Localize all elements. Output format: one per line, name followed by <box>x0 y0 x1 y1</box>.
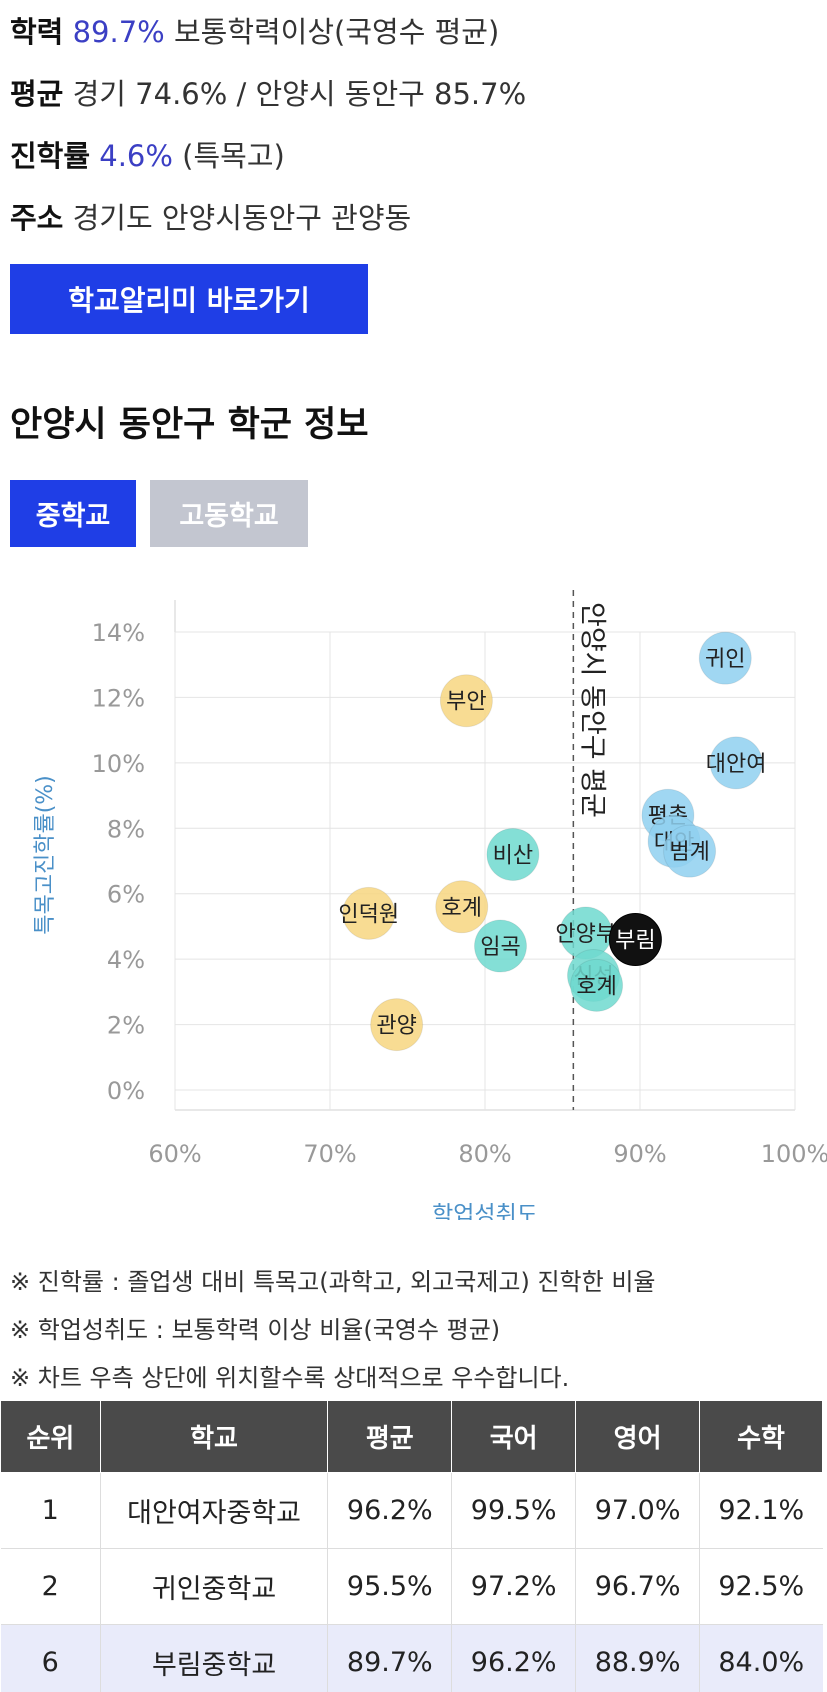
data-point <box>698 631 752 685</box>
address-label: 주소 <box>10 201 64 235</box>
academic-value: 89.7% <box>72 15 165 49</box>
cell-average: 89.7% <box>327 1624 453 1692</box>
x-tick-label: 70% <box>303 1140 356 1168</box>
y-tick-label: 8% <box>107 815 145 843</box>
academic-desc: 보통학력이상(국영수 평균) <box>173 15 500 49</box>
data-point <box>435 880 489 934</box>
cell-school: 귀인중학교 <box>100 1548 329 1625</box>
data-point-label: 비산 <box>493 843 533 868</box>
cell-rank: 6 <box>0 1624 101 1692</box>
y-tick-label: 0% <box>107 1077 145 1105</box>
data-point <box>709 736 763 790</box>
advance-desc: (특목고) <box>182 139 285 173</box>
table-row: 1 대안여자중학교 96.2% 99.5% 97.0% 92.1% <box>0 1472 823 1549</box>
advance-line: 진학률 4.6% (특목고) <box>10 136 285 176</box>
academic-line: 학력 89.7% 보통학력이상(국영수 평균) <box>10 12 499 52</box>
cell-math: 92.1% <box>699 1472 823 1549</box>
cell-korean: 96.2% <box>451 1624 577 1692</box>
data-point <box>474 919 527 973</box>
data-point-label: 부림 <box>615 929 655 954</box>
cell-english: 96.7% <box>575 1548 701 1625</box>
data-point <box>570 958 624 1012</box>
advance-label: 진학률 <box>10 139 91 173</box>
address-line: 주소 경기도 안양시동안구 관양동 <box>10 198 411 238</box>
data-point-label: 호계 <box>576 974 616 999</box>
data-point-label: 안양부 <box>555 922 616 947</box>
data-point <box>439 674 493 728</box>
data-point-label: 호계 <box>442 896 482 921</box>
header-rank: 순위 <box>0 1400 101 1473</box>
data-point <box>608 913 662 967</box>
cell-english: 97.0% <box>575 1472 701 1549</box>
data-point <box>370 998 424 1052</box>
data-point-label: 범계 <box>669 840 709 865</box>
y-tick-label: 10% <box>92 750 145 778</box>
average-text: 경기 74.6% / 안양시 동안구 85.7% <box>72 77 527 111</box>
y-tick-label: 2% <box>107 1012 145 1040</box>
cell-school: 대안여자중학교 <box>100 1472 329 1549</box>
data-point-label: 귀인 <box>705 647 745 672</box>
cell-average: 96.2% <box>327 1472 453 1549</box>
school-alimi-button[interactable]: 학교알리미 바로가기 <box>10 264 368 334</box>
x-axis-title: 학업성취도 <box>432 1202 538 1220</box>
header-school: 학교 <box>99 1400 329 1473</box>
chart-axes: 0% 2% 4% 6% 8% 10% 12% 14% 60% 70% 80% 90% 100% 학업성취도… <box>33 602 827 1220</box>
average-label: 평균 <box>10 77 64 111</box>
advance-value: 4.6% <box>99 139 173 173</box>
y-tick-label: 12% <box>92 684 145 712</box>
academic-label: 학력 <box>10 15 64 49</box>
cell-rank: 2 <box>0 1548 101 1625</box>
header-math: 수학 <box>699 1400 823 1473</box>
y-tick-label: 14% <box>92 619 145 647</box>
data-point-label: 관양 <box>376 1014 416 1039</box>
note-advance: ※ 진학률 : 졸업생 대비 특목고(과학고, 외고국제고) 진학한 비율 <box>10 1268 656 1296</box>
table-row-current-school: 6 부림중학교 89.7% 96.2% 88.9% 84.0% <box>0 1624 823 1692</box>
header-korean: 국어 <box>451 1400 577 1473</box>
cell-math: 84.0% <box>699 1624 823 1692</box>
x-tick-label: 90% <box>613 1140 666 1168</box>
scatter-chart: 0% 2% 4% 6% 8% 10% 12% 14% 60% 70% 80% 90% 100% 학업성취도… <box>33 590 827 1220</box>
y-tick-label: 6% <box>107 881 145 909</box>
y-axis-title: 특목고진학률(%) <box>33 775 58 935</box>
cell-rank: 1 <box>0 1472 101 1549</box>
header-english: 영어 <box>575 1400 701 1473</box>
section-title: 안양시 동안구 학군 정보 <box>10 405 369 445</box>
chart-points: 귀인대안여평촌대안범계비산임곡안양부신성호계부림부안호계인덕원관양 <box>338 631 767 1052</box>
note-position: ※ 차트 우측 상단에 위치할수록 상대적으로 우수합니다. <box>10 1364 570 1392</box>
x-tick-label: 80% <box>458 1140 511 1168</box>
table-header-row: 순위 학교 평균 국어 영어 수학 <box>0 1400 823 1473</box>
y-tick-label: 4% <box>107 946 145 974</box>
cell-english: 88.9% <box>575 1624 701 1692</box>
data-point <box>663 824 717 878</box>
cell-math: 92.5% <box>699 1548 823 1625</box>
cell-korean: 97.2% <box>451 1548 577 1625</box>
table-row: 2 귀인중학교 95.5% 97.2% 96.7% 92.5% <box>0 1548 823 1625</box>
data-point-label: 임곡 <box>480 935 520 960</box>
cell-average: 95.5% <box>327 1548 453 1625</box>
tab-high-school[interactable]: 고동학교 <box>150 480 308 547</box>
data-point-label: 부안 <box>446 690 486 715</box>
x-tick-label: 100% <box>761 1140 827 1168</box>
x-tick-label: 60% <box>148 1140 201 1168</box>
ranking-table: 순위 학교 평균 국어 영어 수학 1 대안여자중학교 96.2% 99.5% … <box>0 1400 823 1692</box>
data-point-label: 대안여 <box>706 752 767 777</box>
average-line: 평균 경기 74.6% / 안양시 동안구 85.7% <box>10 74 526 114</box>
cell-korean: 99.5% <box>451 1472 577 1549</box>
reference-line-label: 안양시 동안구 평균 <box>576 602 607 818</box>
data-point <box>342 886 396 940</box>
note-achievement: ※ 학업성취도 : 보통학력 이상 비율(국영수 평균) <box>10 1316 501 1344</box>
data-point-label: 인덕원 <box>338 902 399 927</box>
cell-school: 부림중학교 <box>100 1624 329 1692</box>
header-average: 평균 <box>327 1400 453 1473</box>
tab-middle-school[interactable]: 중학교 <box>10 480 136 547</box>
address-text: 경기도 안양시동안구 관양동 <box>72 201 412 235</box>
data-point <box>486 827 540 881</box>
